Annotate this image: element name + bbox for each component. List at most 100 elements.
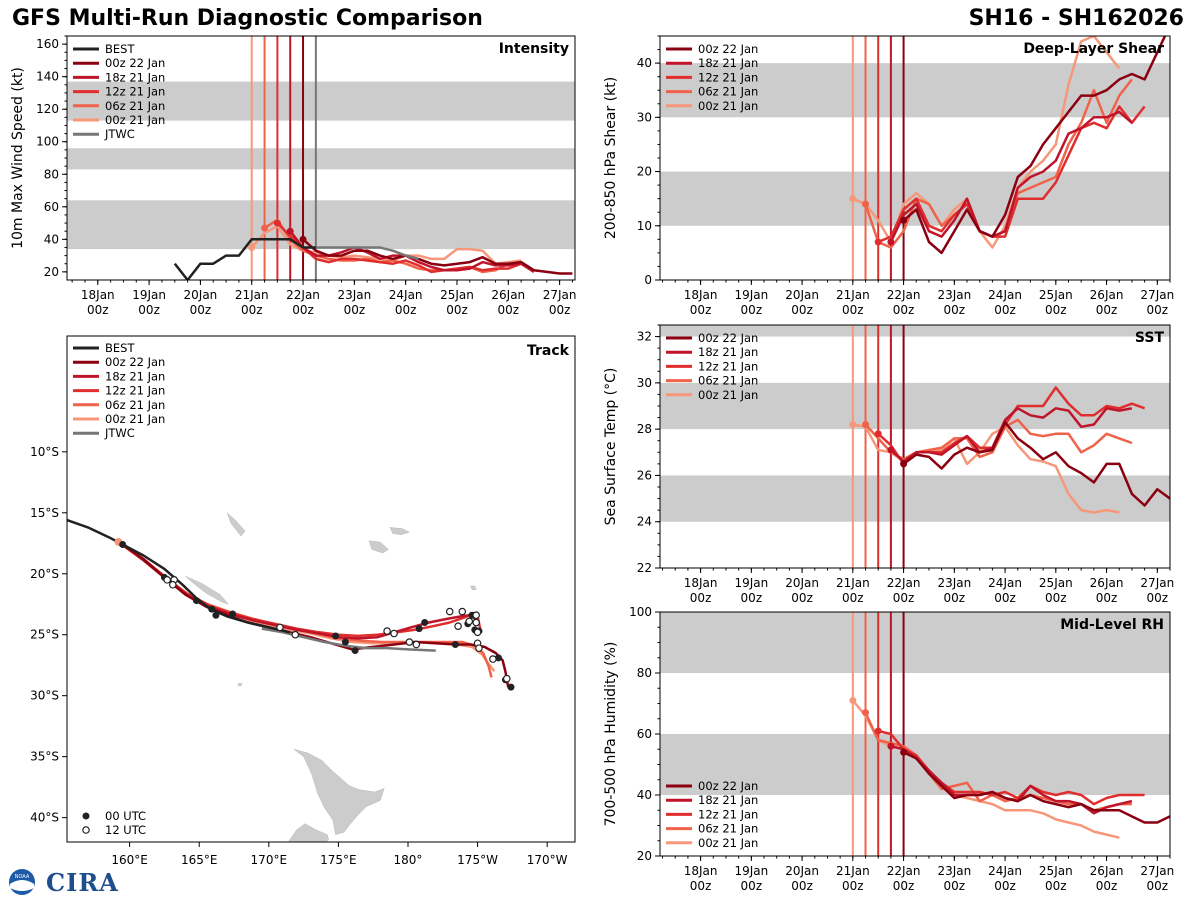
marker-12utc xyxy=(503,674,511,683)
x-tick-label: 24Jan xyxy=(389,288,423,302)
marker-legend-00utc xyxy=(82,812,90,820)
init-point xyxy=(900,460,908,468)
x-tick-label: 00z xyxy=(741,591,763,605)
x-tick-label: 00z xyxy=(190,303,212,317)
land-new-caledonia xyxy=(185,575,230,605)
init-point xyxy=(887,238,895,246)
x-tick-label: 23Jan xyxy=(937,576,971,590)
legend-label: 12z 21 Jan xyxy=(105,85,165,99)
y-tick-label: 80 xyxy=(637,666,652,680)
x-tick-label: 00z xyxy=(1096,591,1118,605)
storm-id: SH16 - SH162026 xyxy=(968,6,1184,31)
land-tonga xyxy=(470,585,477,590)
x-tick-label: 27Jan xyxy=(543,288,577,302)
track-line xyxy=(261,627,436,652)
legend-label: 18z 21 Jan xyxy=(698,793,758,807)
shaded-band xyxy=(660,475,1170,522)
x-tick-label: 20Jan xyxy=(785,288,819,302)
x-tick-label: 170°E xyxy=(251,853,288,867)
track-line xyxy=(117,541,496,673)
legend-label: 12z 21 Jan xyxy=(698,359,758,373)
x-tick-label: 26Jan xyxy=(1090,288,1124,302)
legend-label: 06z 21 Jan xyxy=(698,85,758,99)
x-tick-label: 21Jan xyxy=(235,288,269,302)
legend-label: 00z 22 Jan xyxy=(105,355,165,369)
y-tick-label: 140 xyxy=(36,70,59,84)
series-line xyxy=(902,420,1170,507)
y-axis-label: 10m Max Wind Speed (kt) xyxy=(10,67,26,249)
marker-12utc xyxy=(465,617,474,626)
init-point xyxy=(299,235,307,243)
land-fiji-viti-levu xyxy=(368,540,389,554)
y-tick-label: 160 xyxy=(36,37,59,51)
legend-label: 06z 21 Jan xyxy=(698,822,758,836)
land-vanuatu xyxy=(226,512,246,537)
x-tick-label: 00z xyxy=(1147,303,1169,317)
x-tick-label: 00z xyxy=(690,303,712,317)
x-tick-label: 00z xyxy=(842,879,864,893)
series-group xyxy=(849,386,1170,514)
legend-label: 00z 21 Jan xyxy=(105,113,165,127)
x-tick-label: 22Jan xyxy=(887,288,921,302)
x-tick-label: 25Jan xyxy=(440,288,474,302)
panel-shear: 01020304018Jan00z19Jan00z20Jan00z21Jan00… xyxy=(603,35,1174,317)
x-tick-label: 175°W xyxy=(457,853,498,867)
y-tick-label: 35°S xyxy=(30,750,59,764)
init-point xyxy=(862,421,870,429)
init-point xyxy=(849,421,857,429)
legend-label: 18z 21 Jan xyxy=(105,70,165,84)
x-tick-label: 27Jan xyxy=(1140,864,1174,878)
marker-12utc xyxy=(445,607,454,616)
x-tick-label: 180° xyxy=(394,853,423,867)
marker-12utc xyxy=(276,623,284,632)
init-point xyxy=(900,216,908,224)
y-tick-label: 60 xyxy=(637,727,652,741)
x-tick-label: 00z xyxy=(1147,591,1169,605)
y-tick-label: 80 xyxy=(44,167,59,181)
x-tick-label: 00z xyxy=(549,303,571,317)
track-line xyxy=(67,518,290,634)
shaded-band xyxy=(660,734,1170,795)
legend-label: 06z 21 Jan xyxy=(698,374,758,388)
x-tick-label: 00z xyxy=(446,303,468,317)
marker-12utc xyxy=(390,629,398,638)
marker-00utc xyxy=(229,610,237,618)
x-tick-label: 21Jan xyxy=(836,864,870,878)
x-tick-label: 27Jan xyxy=(1140,288,1174,302)
panel-title: Mid-Level RH xyxy=(1060,617,1164,633)
x-tick-label: 170°W xyxy=(527,853,568,867)
series-line xyxy=(902,36,1167,255)
series-group xyxy=(173,218,573,280)
series-line xyxy=(890,407,1133,463)
init-point xyxy=(862,709,870,717)
y-tick-label: 10 xyxy=(637,219,652,233)
legend-label: 18z 21 Jan xyxy=(698,345,758,359)
init-point xyxy=(887,446,895,454)
x-tick-label: 00z xyxy=(498,303,520,317)
noaa-cira-logo: NOAA CIRA xyxy=(6,866,118,897)
map-area xyxy=(67,512,515,842)
marker-12utc xyxy=(405,638,414,646)
x-tick-label: 24Jan xyxy=(988,288,1022,302)
series-line xyxy=(302,238,573,275)
marker-00utc xyxy=(421,619,429,627)
x-tick-label: 20Jan xyxy=(785,576,819,590)
axes-frame xyxy=(66,335,576,843)
x-tick-label: 00z xyxy=(1045,303,1067,317)
legend-label: 12z 21 Jan xyxy=(105,384,165,398)
panel-title: Intensity xyxy=(499,41,569,57)
axes-frame xyxy=(659,324,1171,569)
marker-12utc xyxy=(163,576,172,584)
x-tick-label: 21Jan xyxy=(836,288,870,302)
legend-label: BEST xyxy=(105,341,135,355)
marker-00utc xyxy=(494,654,502,662)
marker-12utc xyxy=(291,630,300,639)
marker-00utc xyxy=(415,625,423,633)
x-tick-label: 22Jan xyxy=(887,864,921,878)
series-line xyxy=(889,110,1133,243)
y-tick-label: 10°S xyxy=(30,445,59,459)
land-new-zealand-north xyxy=(293,749,385,836)
